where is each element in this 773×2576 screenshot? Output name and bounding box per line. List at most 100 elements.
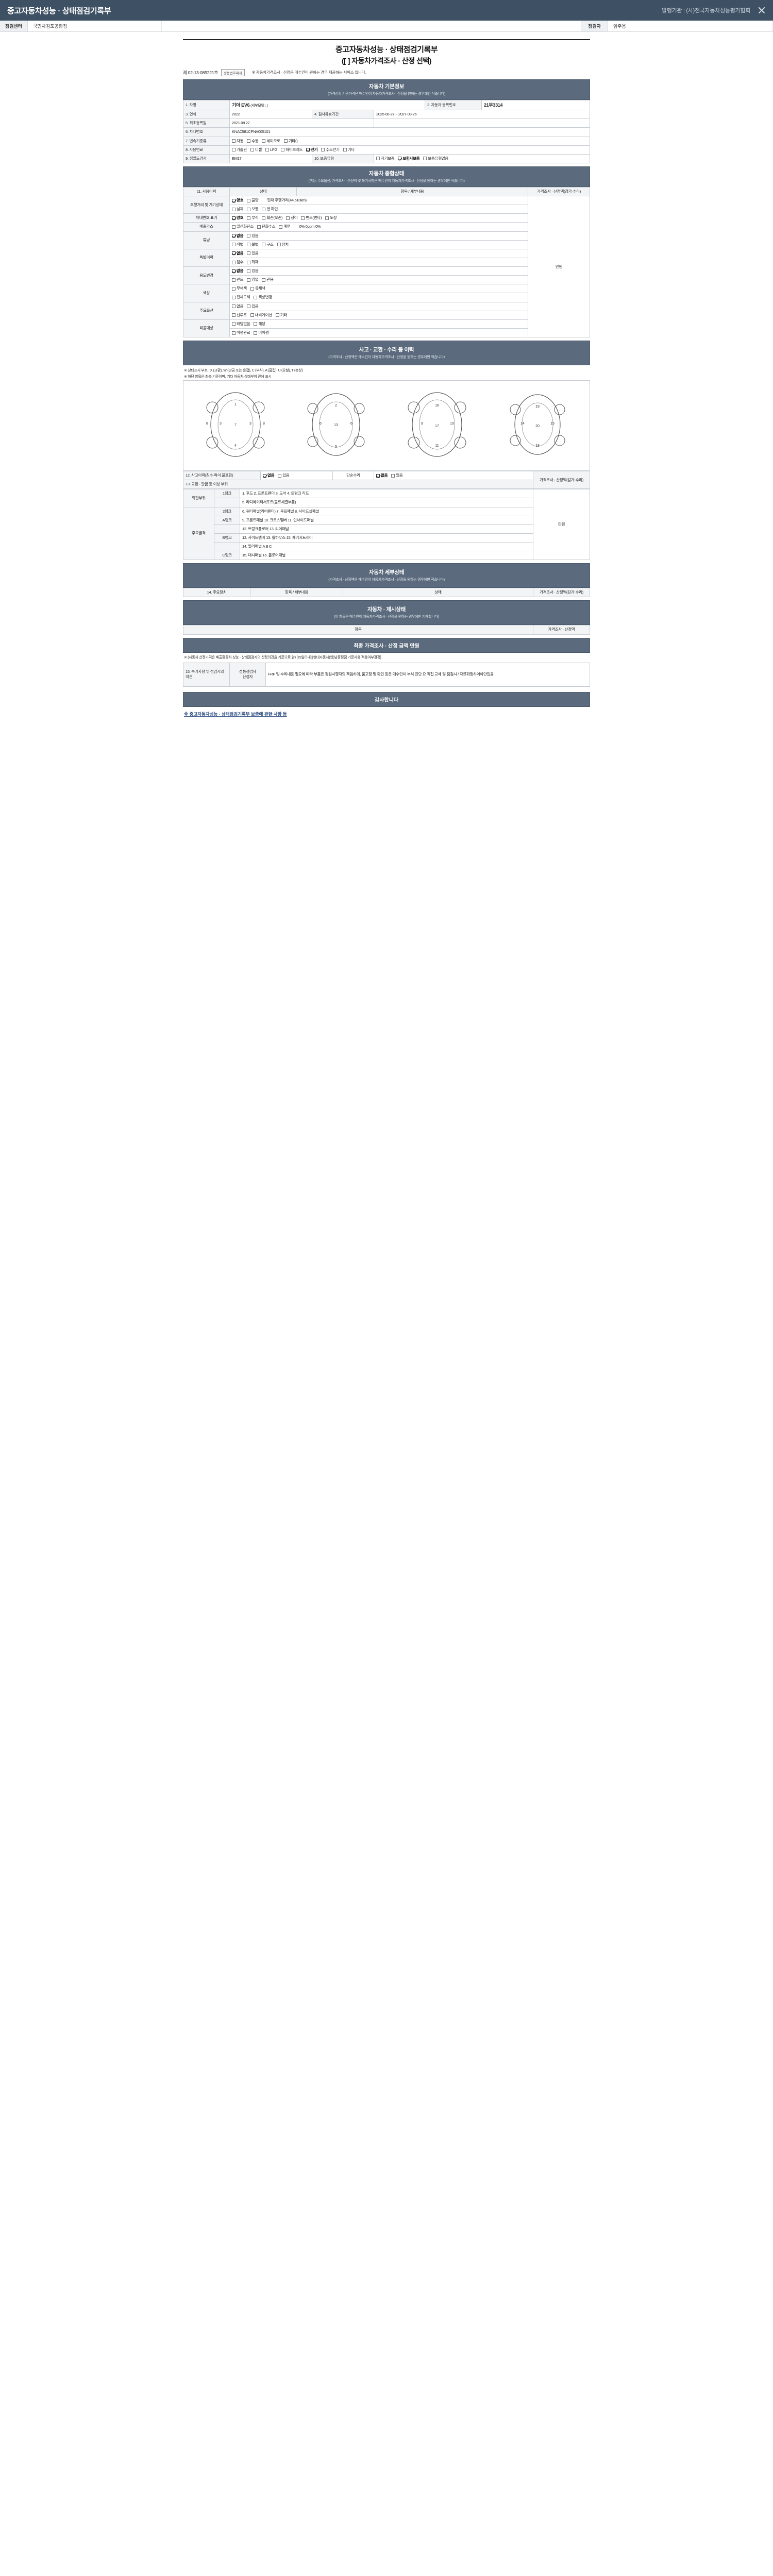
checkbox-label: 해당 [258, 321, 265, 326]
condition-options[interactable]: 없음 있음 [229, 301, 528, 311]
condition-option[interactable]: 미이행 [254, 330, 269, 335]
condition-option[interactable]: 이행완료 [232, 330, 250, 335]
condition-option[interactable]: 실제 [232, 207, 244, 212]
warranty-option[interactable]: 보험사보증 [398, 156, 420, 161]
simple-repair-option[interactable]: 있음 [391, 473, 403, 478]
table-row: 주행거리 및 계기상태 양호 불량 현재 주행거리(44,510km) 만원 [183, 196, 590, 338]
condition-option[interactable]: 매연 [279, 224, 291, 229]
terms-band: 감사합니다 [183, 691, 590, 707]
condition-option[interactable]: 있음 [247, 233, 259, 239]
document-number-row: 제 02-13-089221호 성능번호복사 ※ 자동차가격조사 · 산정은 매… [183, 69, 590, 76]
checkbox-box [376, 157, 380, 161]
fuel-option[interactable]: 디젤 [250, 147, 262, 152]
condition-option[interactable]: 있음 [247, 251, 259, 256]
condition-options[interactable]: 양호 불량 현재 주행거리(44,510km) [229, 196, 528, 206]
condition-option[interactable]: 기타 [275, 313, 287, 318]
car-views: 1 7 4 3 3 8 8 2 13 5 6 6 [187, 386, 586, 463]
fuel-option[interactable]: LPG [265, 147, 277, 152]
condition-option[interactable]: 적법 [232, 242, 244, 247]
condition-option[interactable]: 일산화탄소 [232, 224, 254, 229]
accident-row12-opts[interactable]: 없음 있음 [260, 471, 333, 481]
condition-option[interactable]: 구조 [262, 242, 274, 247]
condition-option[interactable]: 훼손(오손) [262, 215, 283, 221]
condition-options[interactable]: 양호 부식 훼손(오손) 상이 변조(변타) 도장 [229, 213, 528, 223]
condition-option[interactable]: 전체도색 [232, 295, 250, 300]
fuel-option[interactable]: 전기 [306, 147, 318, 152]
fuel-option[interactable]: 기타 [343, 147, 355, 152]
condition-options[interactable]: 없음 있음 [229, 248, 528, 258]
condition-options[interactable]: 렌트 영업 관용 [229, 275, 528, 285]
condition-options[interactable]: 실제 보통 변 확인 [229, 205, 528, 214]
transmission-option[interactable]: 수동 [247, 139, 259, 144]
checkbox-label: 유채색 [255, 286, 265, 291]
transmission-options[interactable]: 자동 수동 세미오토 기타() [229, 136, 590, 146]
condition-option[interactable]: 있음 [247, 304, 259, 309]
condition-options[interactable]: 선루프 내비게이션 기타 [229, 310, 528, 320]
warranty-option[interactable]: 자기보증 [376, 156, 395, 161]
condition-option[interactable]: 침수 [232, 259, 244, 265]
transmission-option[interactable]: 기타() [283, 139, 298, 144]
condition-options[interactable]: 무채색 유채색 [229, 284, 528, 294]
condition-option[interactable]: 관용 [262, 277, 274, 282]
condition-option[interactable]: 내비게이션 [250, 313, 272, 318]
condition-option[interactable]: 부식 [247, 215, 259, 221]
inspection-center-value: 국민차김포공항점 [28, 21, 162, 31]
accident-row12-opts2[interactable]: 없음 있음 [374, 471, 533, 481]
condition-options[interactable]: 적법 불법 구조 장치 [229, 240, 528, 249]
condition-option[interactable]: 없음 [232, 233, 244, 239]
condition-option[interactable]: 해당 [254, 321, 265, 327]
checkbox-label: 미이행 [258, 330, 269, 335]
condition-option[interactable]: 불법 [247, 242, 259, 247]
table-row: 튜닝 없음 있음 [183, 231, 590, 249]
condition-options[interactable]: 이행완료 미이행 [229, 328, 528, 338]
fuel-option[interactable]: 하이브리드 [281, 147, 303, 152]
warranty-options[interactable]: 자기보증 보험사보증 보증유형없음 [374, 154, 590, 163]
condition-option[interactable]: 도장 [325, 215, 337, 221]
condition-option[interactable]: 색상변경 [254, 295, 272, 300]
fuel-option[interactable]: 수소전기 [321, 147, 340, 152]
transmission-option[interactable]: 세미오토 [262, 139, 280, 144]
condition-option[interactable]: 없음 [232, 251, 244, 256]
condition-option[interactable]: 변조(변타) [301, 215, 322, 221]
svg-text:2: 2 [335, 404, 337, 408]
condition-options[interactable]: 침수 화재 [229, 257, 528, 267]
condition-option[interactable]: 변 확인 [262, 207, 278, 212]
table-row: 색상 무채색 유채색 [183, 284, 590, 302]
condition-option[interactable]: 탄화수소 [257, 224, 276, 229]
fuel-options[interactable]: 가솔린 디젤 LPG 하이브리드 전기 수소전기 기타 [229, 145, 590, 155]
condition-option[interactable]: 양호 [232, 198, 244, 203]
condition-options[interactable]: 일산화탄소 탄화수소 매연 0% 0ppm 0% [229, 222, 528, 232]
condition-option[interactable]: 없음 [232, 304, 244, 309]
condition-option[interactable]: 장치 [277, 242, 289, 247]
condition-option[interactable]: 있음 [247, 268, 259, 274]
table-row: 주요골격 2랭크 6. 쿼터패널(리어펜더) 7. 루프패널 8. 사이드실패널 [183, 506, 590, 561]
condition-options[interactable]: 없음 있음 [229, 266, 528, 276]
condition-option[interactable]: 영업 [247, 277, 259, 282]
copy-performance-number-button[interactable]: 성능번호복사 [221, 69, 245, 76]
warranty-option[interactable]: 보증유형없음 [423, 156, 448, 161]
condition-option[interactable]: 렌트 [232, 277, 244, 282]
accident-history-option[interactable]: 있음 [278, 473, 290, 478]
condition-option[interactable]: 해당없음 [232, 321, 250, 327]
condition-option[interactable]: 보통 [247, 207, 259, 212]
condition-option[interactable]: 없음 [232, 268, 244, 274]
condition-option[interactable]: 상이 [286, 215, 298, 221]
condition-options[interactable]: 전체도색 색상변경 [229, 293, 528, 302]
condition-option[interactable]: 선루프 [232, 313, 247, 318]
checkbox-label: 침수 [237, 259, 244, 264]
checkbox-label: LPG [270, 147, 278, 152]
condition-option[interactable]: 무채색 [232, 286, 247, 291]
condition-options[interactable]: 해당없음 해당 [229, 319, 528, 329]
condition-options[interactable]: 없음 있음 [229, 231, 528, 241]
checkbox-box [250, 148, 254, 152]
accident-history-option[interactable]: 없음 [263, 473, 275, 478]
condition-option[interactable]: 유채색 [250, 286, 265, 291]
simple-repair-option[interactable]: 없음 [376, 473, 388, 478]
close-icon[interactable] [758, 6, 766, 14]
condition-option[interactable]: 화재 [247, 260, 259, 265]
condition-option[interactable]: 양호 [232, 215, 244, 221]
condition-option[interactable]: 불량 [247, 198, 259, 203]
transmission-option[interactable]: 자동 [232, 139, 244, 144]
fuel-option[interactable]: 가솔린 [232, 147, 247, 152]
basic-r2-label: 2. 자동차 등록번호 [425, 99, 482, 111]
